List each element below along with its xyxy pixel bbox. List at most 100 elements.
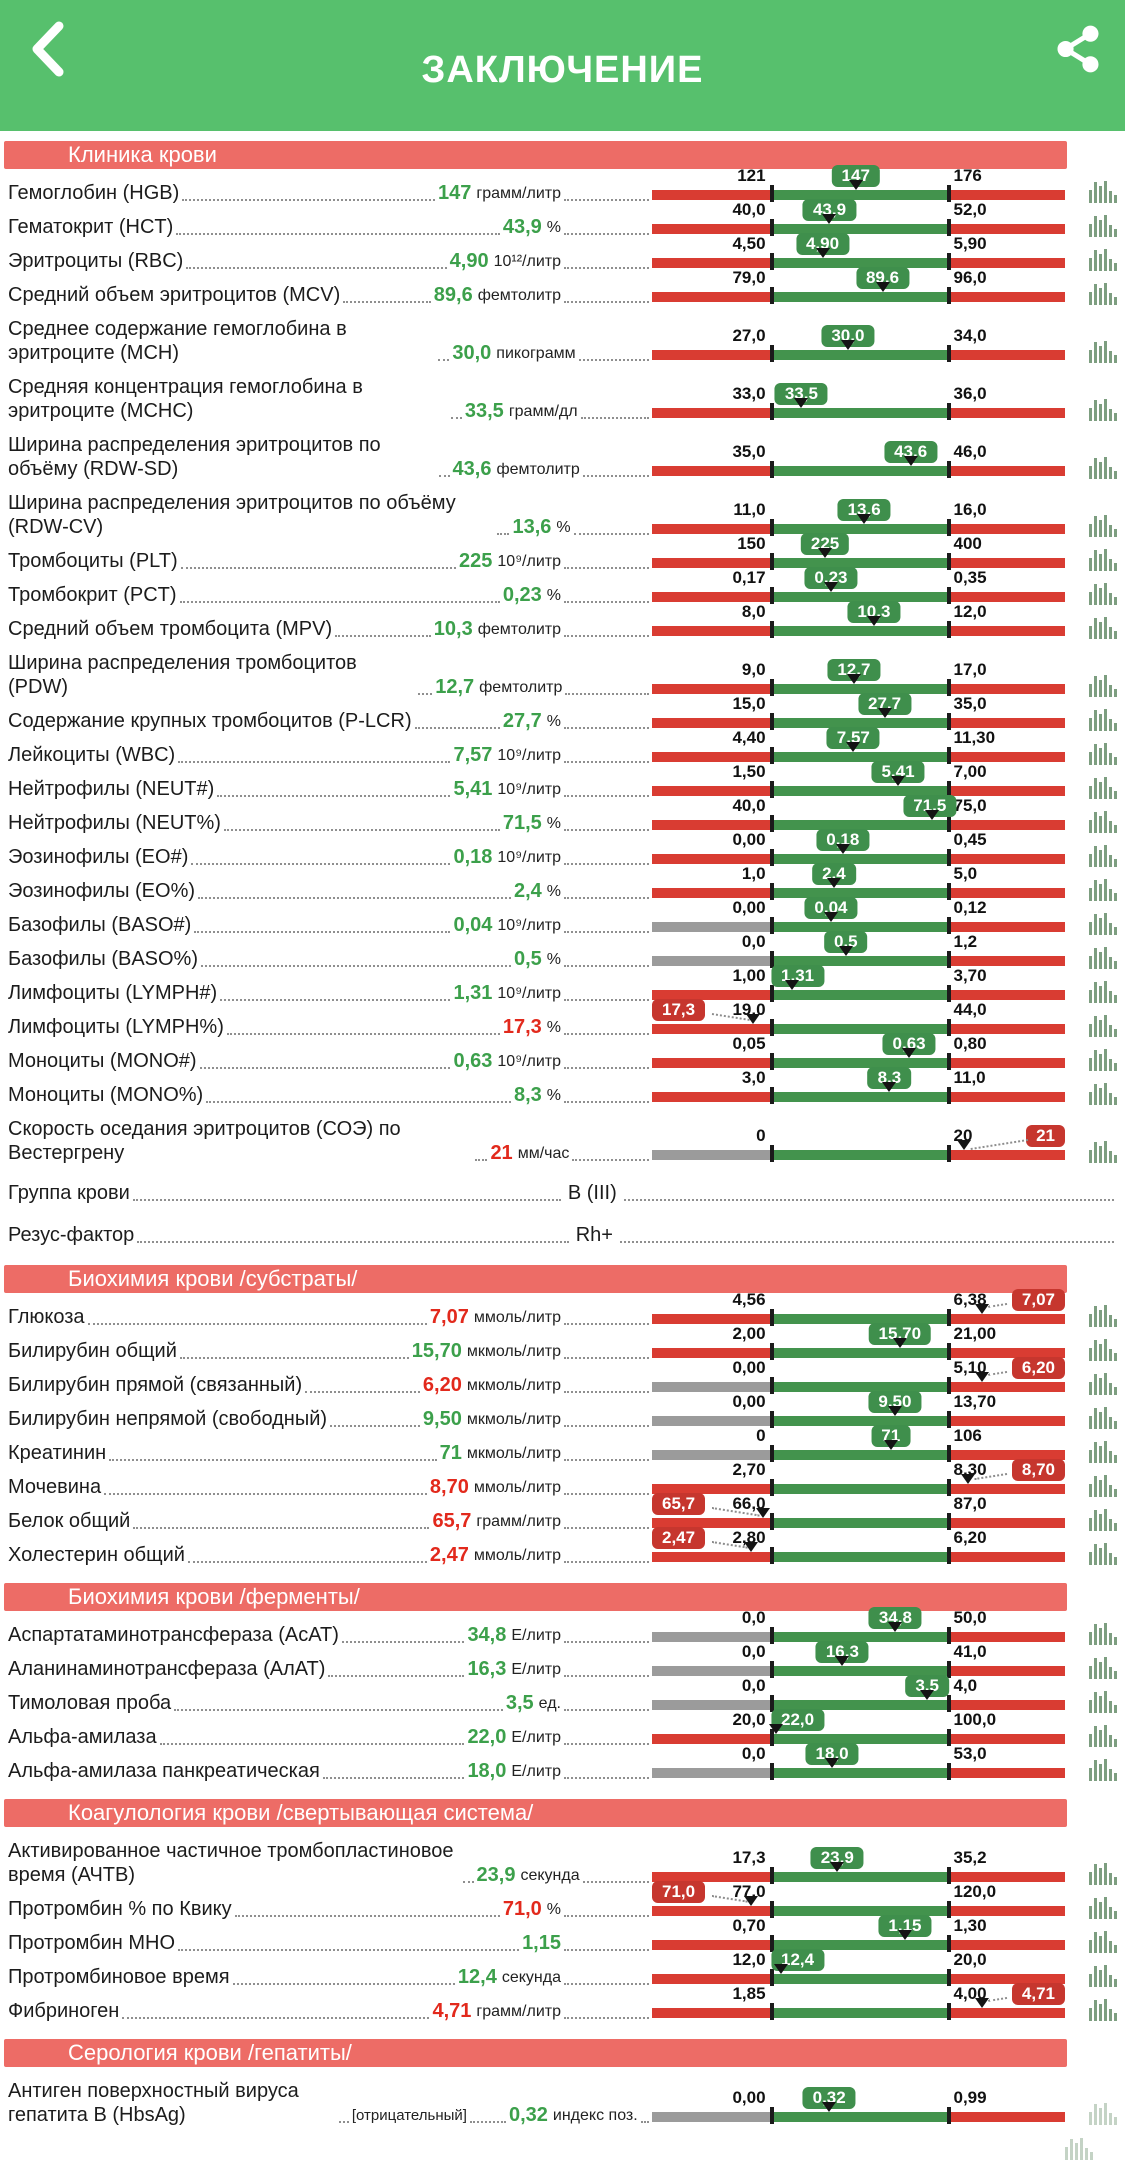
lab-row[interactable]: Альфа-амилаза 22,0 Е/литр 20,0 100,0 22,0 (0, 1709, 1125, 1755)
lab-row[interactable]: Ширина распределения эритроцитов по объё… (0, 487, 1125, 545)
histogram-icon[interactable] (1089, 1759, 1117, 1781)
histogram-icon[interactable] (1089, 583, 1117, 605)
share-button[interactable] (1055, 24, 1101, 74)
lab-row[interactable]: Протромбин % по Квику 71,0% 77,0 120,0 71,0 (0, 1881, 1125, 1927)
histogram-icon[interactable] (1089, 1931, 1117, 1953)
histogram-icon[interactable] (1089, 283, 1117, 305)
histogram-icon[interactable] (1089, 981, 1117, 1003)
histogram-icon[interactable] (1089, 2103, 1117, 2125)
lab-row[interactable]: Билирубин общий 15,70 мкмоль/литр 2,00 21,00… (0, 1323, 1125, 1369)
histogram-icon[interactable] (1065, 2138, 1093, 2160)
lab-row[interactable]: Ширина распределения тромбоцитов (PDW) 12… (0, 647, 1125, 705)
histogram-icon[interactable] (1089, 1623, 1117, 1645)
value-marker (835, 1656, 850, 1666)
histogram-icon[interactable] (1089, 675, 1117, 697)
histogram-icon[interactable] (1089, 811, 1117, 833)
lab-row[interactable]: Протромбиновое время 12,4 секунда 12,0 20,0 1… (0, 1949, 1125, 1995)
histogram-icon[interactable] (1089, 399, 1117, 421)
lab-row[interactable]: Базофилы (BASO%) 0,5% 0,0 1,2 0,5 (0, 931, 1125, 977)
lab-row[interactable]: Нейтрофилы (NEUT#) 5,41 10⁹/литр 1,50 7,00 5,… (0, 761, 1125, 807)
info-row[interactable]: Группа крови B (III) (0, 1171, 1125, 1213)
histogram-icon[interactable] (1089, 709, 1117, 731)
back-button[interactable] (26, 20, 70, 78)
lab-row[interactable]: Глюкоза 7,07 ммоль/литр 4,56 6,38 7,07 (0, 1289, 1125, 1335)
histogram-icon[interactable] (1089, 1083, 1117, 1105)
histogram-icon[interactable] (1089, 249, 1117, 271)
histogram-icon[interactable] (1089, 913, 1117, 935)
histogram-icon[interactable] (1089, 1897, 1117, 1919)
histogram-icon[interactable] (1089, 845, 1117, 867)
lab-row[interactable]: Нейтрофилы (NEUT%) 71,5% 40,0 75,0 71,5 (0, 795, 1125, 841)
lab-row[interactable]: Эритроциты (RBC) 4,90 10¹²/литр 4,50 5,90 4,9… (0, 233, 1125, 279)
lab-row[interactable]: Эозинофилы (EO%) 2,4% 1,0 5,0 2,4 (0, 863, 1125, 909)
histogram-icon[interactable] (1089, 1441, 1117, 1463)
lab-row[interactable]: Моноциты (MONO%) 8,3% 3,0 11,0 8,3 (0, 1067, 1125, 1113)
histogram-icon[interactable] (1089, 1475, 1117, 1497)
histogram-icon[interactable] (1089, 341, 1117, 363)
histogram-icon[interactable] (1089, 181, 1117, 203)
lab-row[interactable]: Лейкоциты (WBC) 7,57 10⁹/литр 4,40 11,30 7,57 (0, 727, 1125, 773)
range-min-label: 121 (737, 166, 766, 185)
lab-row[interactable]: Гемоглобин (HGB) 147 грамм/литр 121 176 147 (0, 165, 1125, 211)
lab-row[interactable]: Моноциты (MONO#) 0,63 10⁹/литр 0,05 0,80 0,63 (0, 1033, 1125, 1079)
lab-row[interactable]: Белок общий 65,7 грамм/литр 66,0 87,0 65,7 (0, 1493, 1125, 1539)
lab-row[interactable]: Средний объем эритроцитов (MCV) 89,6 фемто… (0, 267, 1125, 313)
lab-row[interactable]: Средняя концентрация гемоглобина в эритр… (0, 371, 1125, 429)
lab-row[interactable]: Холестерин общий 2,47 ммоль/литр 2,80 6,20 2,… (0, 1527, 1125, 1573)
histogram-icon[interactable] (1089, 1141, 1117, 1163)
lab-row[interactable]: Протромбин МНО 1,15 0,70 1,30 1,15 (0, 1915, 1125, 1961)
histogram-icon[interactable] (1089, 777, 1117, 799)
lab-row[interactable]: Активированное частичное тромбопластинов… (0, 1835, 1125, 1893)
histogram-icon[interactable] (1089, 1015, 1117, 1037)
histogram-icon[interactable] (1089, 1691, 1117, 1713)
range-max-label: 13,70 (953, 1392, 997, 1411)
lab-row[interactable]: Гематокрит (HCT) 43,9% 40,0 52,0 43,9 (0, 199, 1125, 245)
histogram-icon[interactable] (1089, 879, 1117, 901)
lab-row[interactable]: Аспартатаминотрансфераза (АсАТ) 34,8 Е/лит… (0, 1607, 1125, 1653)
lab-row[interactable]: Антиген поверхностный вируса гепатита B … (0, 2075, 1125, 2133)
lab-row[interactable]: Эозинофилы (EO#) 0,18 10⁹/литр 0,00 0,45 0,18 (0, 829, 1125, 875)
lab-row[interactable]: Среднее содержание гемоглобина в эритроц… (0, 313, 1125, 371)
param-label: Протромбин МНО (8, 1932, 176, 1954)
histogram-icon[interactable] (1089, 1863, 1117, 1885)
histogram-bar (1094, 1340, 1097, 1361)
lab-row[interactable]: Тромбокрит (PCT) 0,23% 0,17 0,35 0,23 (0, 567, 1125, 613)
lab-row[interactable]: Билирубин непрямой (свободный) 9,50 мкмоль… (0, 1391, 1125, 1437)
lab-row[interactable]: Ширина распределения эритроцитов по объё… (0, 429, 1125, 487)
lab-row[interactable]: Лимфоциты (LYMPH#) 1,31 10⁹/литр 1,00 3,70 1,… (0, 965, 1125, 1011)
histogram-icon[interactable] (1089, 1725, 1117, 1747)
lab-row[interactable]: Базофилы (BASO#) 0,04 10⁹/литр 0,00 0,12 0,04 (0, 897, 1125, 943)
histogram-icon[interactable] (1089, 1543, 1117, 1565)
lab-row[interactable]: Содержание крупных тромбоцитов (P-LCR) 27… (0, 693, 1125, 739)
info-row[interactable]: Резус-фактор Rh+ (0, 1213, 1125, 1255)
histogram-icon[interactable] (1089, 617, 1117, 639)
histogram-icon[interactable] (1089, 215, 1117, 237)
histogram-icon[interactable] (1089, 947, 1117, 969)
histogram-icon[interactable] (1089, 1999, 1117, 2021)
lab-row[interactable]: Билирубин прямой (связанный) 6,20 мкмоль/л… (0, 1357, 1125, 1403)
histogram-icon[interactable] (1089, 1305, 1117, 1327)
lab-row[interactable]: Тромбоциты (PLT) 225 10⁹/литр 150 400 225 (0, 533, 1125, 579)
histogram-icon[interactable] (1089, 549, 1117, 571)
histogram-icon[interactable] (1089, 1965, 1117, 1987)
lab-row[interactable]: Средний объем тромбоцита (MPV) 10,3 фемтол… (0, 601, 1125, 647)
histogram-icon[interactable] (1089, 1339, 1117, 1361)
lab-row[interactable]: Тимоловая проба 3,5 ед. 0,0 4,0 3,5 (0, 1675, 1125, 1721)
histogram-icon[interactable] (1089, 515, 1117, 537)
histogram-icon[interactable] (1089, 1049, 1117, 1071)
lab-row[interactable]: Фибриноген 4,71 грамм/литр 1,85 4,00 4,71 (0, 1983, 1125, 2029)
histogram-icon[interactable] (1089, 1509, 1117, 1531)
histogram-icon[interactable] (1089, 1657, 1117, 1679)
lab-row[interactable]: Скорость оседания эритроцитов (СОЭ) по В… (0, 1113, 1125, 1171)
histogram-icon[interactable] (1089, 1373, 1117, 1395)
range-max-tick (947, 781, 952, 798)
lab-row[interactable]: Мочевина 8,70 ммоль/литр 2,70 8,30 8,70 (0, 1459, 1125, 1505)
lab-row[interactable]: Лимфоциты (LYMPH%) 17,3% 19,0 44,0 17,3 (0, 999, 1125, 1045)
histogram-icon[interactable] (1089, 743, 1117, 765)
lab-row[interactable]: Альфа-амилаза панкреатическая 18,0 Е/литр 0… (0, 1743, 1125, 1789)
histogram-bar (1114, 1387, 1117, 1395)
lab-row[interactable]: Аланинаминотрансфераза (АлАТ) 16,3 Е/литр 0… (0, 1641, 1125, 1687)
lab-row[interactable]: Креатинин 71 мкмоль/литр 0 106 71 (0, 1425, 1125, 1471)
histogram-icon[interactable] (1089, 1407, 1117, 1429)
histogram-icon[interactable] (1089, 457, 1117, 479)
